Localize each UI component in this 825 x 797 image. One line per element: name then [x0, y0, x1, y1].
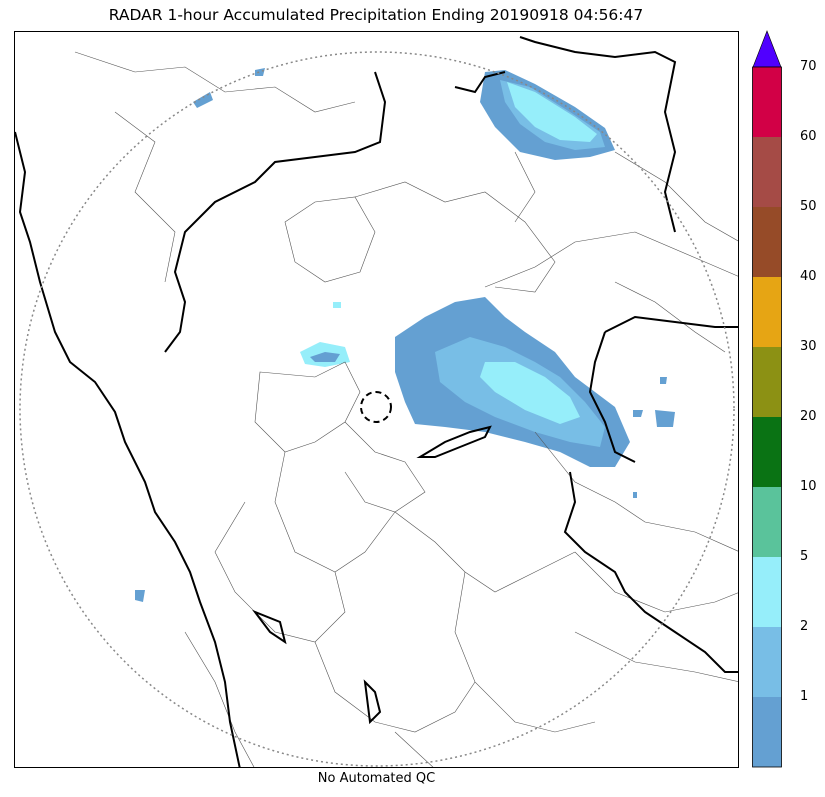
qc-status: No Automated QC: [317, 771, 436, 786]
radar-map[interactable]: [14, 31, 739, 768]
colorbar-block-5: [752, 557, 782, 627]
colorbar-block-2: [752, 627, 782, 697]
colorbar-tick-label: 70: [800, 59, 817, 74]
colorbar: [752, 30, 782, 768]
radar-site-marker: [360, 391, 392, 423]
colorbar-tick-label: 30: [800, 339, 817, 354]
colorbar-tick-label: 60: [800, 129, 817, 144]
colorbar-block-30: [752, 347, 782, 417]
colorbar-block-20: [752, 417, 782, 487]
colorbar-block-50: [752, 207, 782, 277]
district-boundaries: [74, 51, 738, 767]
colorbar-block-10: [752, 487, 782, 557]
colorbar-frame: [752, 66, 782, 768]
colorbar-block-1: [752, 697, 782, 767]
colorbar-tick-label: 2: [800, 619, 809, 634]
colorbar-block-60: [752, 137, 782, 207]
colorbar-tick-label: 50: [800, 199, 817, 214]
echo-central-inner: [480, 362, 580, 424]
map-title: RADAR 1-hour Accumulated Precipitation E…: [108, 6, 644, 24]
colorbar-tick-label: 1: [800, 689, 809, 704]
colorbar-tick-label: 10: [800, 479, 817, 494]
echo-ne-inner: [507, 82, 597, 142]
colorbar-tick-label: 20: [800, 409, 817, 424]
range-ring: [19, 51, 735, 767]
colorbar-extend-arrow: [752, 30, 782, 68]
map-canvas: [15, 36, 738, 767]
colorbar-block-70: [752, 67, 782, 137]
colorbar-block-40: [752, 277, 782, 347]
colorbar-tick-label: 5: [800, 549, 809, 564]
state-boundaries: [15, 36, 738, 767]
colorbar-tick-label: 40: [800, 269, 817, 284]
precip-echoes: [135, 68, 675, 602]
